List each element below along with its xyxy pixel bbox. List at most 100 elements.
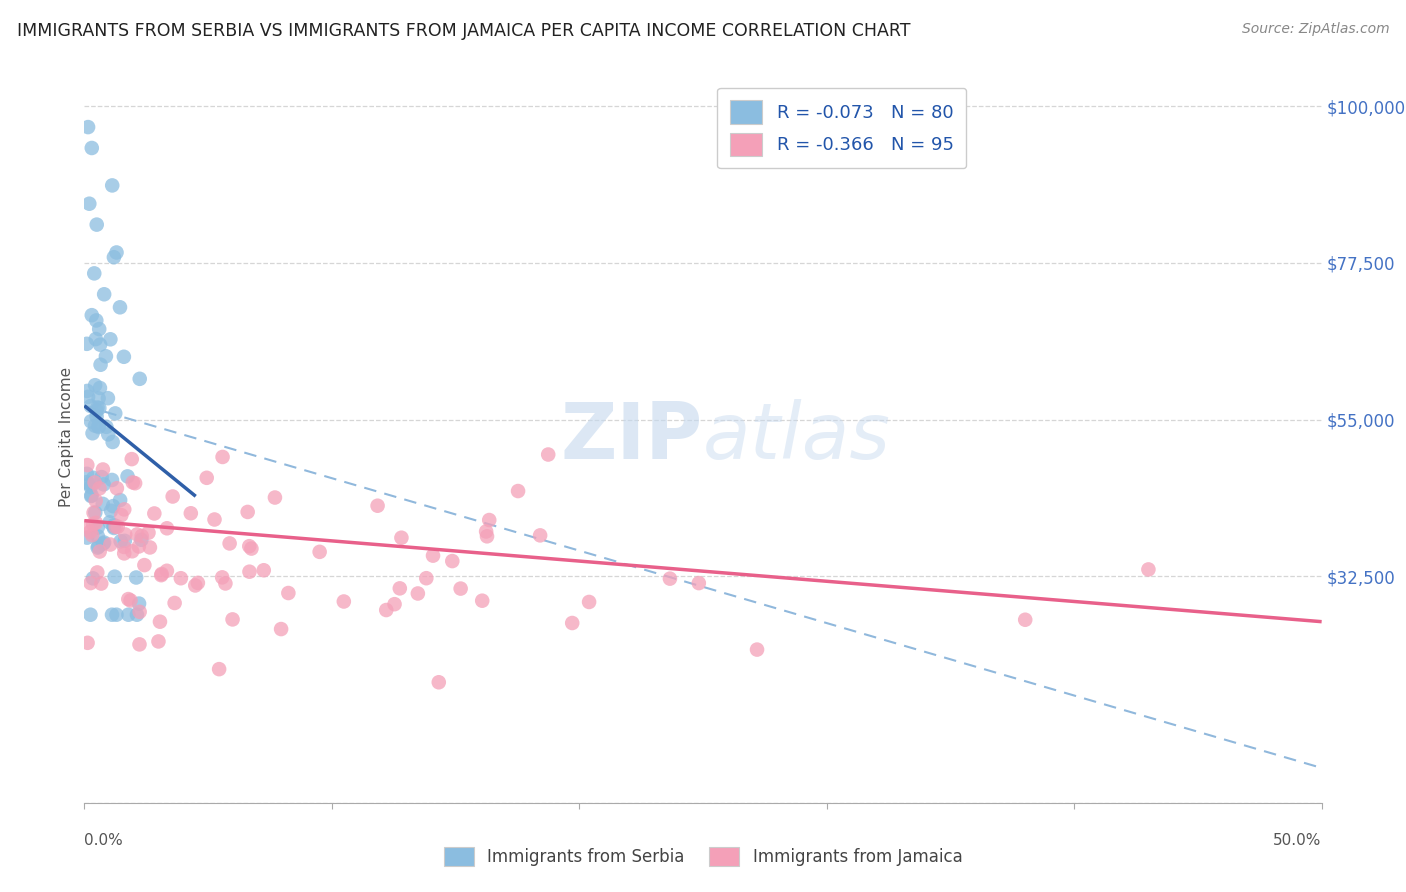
Point: [578, 595, 600, 609]
Point: [79, 607, 101, 622]
Point: [103, 518, 125, 533]
Point: [127, 527, 149, 541]
Point: [110, 508, 132, 523]
Point: [84, 418, 107, 433]
Point: [475, 524, 498, 539]
Point: [93, 535, 115, 549]
Point: [105, 245, 128, 260]
Point: [91, 462, 114, 476]
Point: [89, 322, 111, 336]
Point: [264, 491, 287, 505]
Point: [117, 607, 139, 622]
Point: [238, 565, 260, 579]
Point: [84, 493, 107, 508]
Point: [82, 517, 104, 532]
Point: [150, 566, 173, 581]
Point: [76, 336, 98, 351]
Text: 0.0%: 0.0%: [84, 833, 124, 848]
Point: [384, 597, 406, 611]
Point: [97, 427, 120, 442]
Point: [221, 612, 243, 626]
Point: [253, 563, 276, 577]
Point: [180, 506, 202, 520]
Point: [84, 332, 107, 346]
Point: [86, 566, 108, 580]
Point: [97, 391, 120, 405]
Point: [89, 381, 111, 395]
Point: [270, 622, 292, 636]
Point: [156, 564, 179, 578]
Point: [187, 575, 209, 590]
Point: [391, 531, 413, 545]
Point: [84, 516, 107, 530]
Point: [77, 390, 100, 404]
Point: [277, 586, 299, 600]
Point: [96, 419, 118, 434]
Point: [112, 546, 135, 560]
Point: [218, 536, 240, 550]
Legend: Immigrants from Serbia, Immigrants from Jamaica: Immigrants from Serbia, Immigrants from …: [437, 840, 969, 873]
Point: [112, 540, 135, 554]
Text: 50.0%: 50.0%: [1274, 833, 1322, 848]
Point: [87, 520, 110, 534]
Point: [125, 607, 148, 622]
Point: [104, 520, 127, 534]
Point: [108, 300, 131, 314]
Point: [79, 196, 101, 211]
Point: [117, 592, 139, 607]
Point: [76, 475, 98, 490]
Point: [333, 594, 356, 608]
Point: [204, 512, 226, 526]
Point: [105, 607, 128, 622]
Point: [138, 525, 160, 540]
Legend: R = -0.073   N = 80, R = -0.366   N = 95: R = -0.073 N = 80, R = -0.366 N = 95: [717, 87, 966, 169]
Point: [86, 401, 108, 415]
Point: [211, 570, 233, 584]
Point: [415, 571, 437, 585]
Point: [87, 540, 110, 554]
Point: [128, 605, 150, 619]
Point: [478, 513, 501, 527]
Point: [83, 475, 105, 490]
Point: [240, 541, 263, 556]
Point: [86, 541, 108, 555]
Point: [406, 586, 429, 600]
Point: [76, 531, 98, 545]
Text: IMMIGRANTS FROM SERBIA VS IMMIGRANTS FROM JAMAICA PER CAPITA INCOME CORRELATION : IMMIGRANTS FROM SERBIA VS IMMIGRANTS FRO…: [17, 22, 910, 40]
Point: [143, 507, 166, 521]
Point: [195, 471, 218, 485]
Point: [89, 482, 111, 496]
Point: [658, 572, 681, 586]
Point: [76, 458, 98, 472]
Point: [745, 642, 768, 657]
Text: atlas: atlas: [703, 399, 891, 475]
Point: [90, 576, 112, 591]
Point: [128, 372, 150, 386]
Point: [1014, 613, 1036, 627]
Point: [688, 576, 710, 591]
Point: [76, 636, 98, 650]
Point: [82, 471, 104, 485]
Point: [150, 568, 173, 582]
Point: [450, 582, 472, 596]
Point: [131, 529, 153, 543]
Point: [139, 541, 162, 555]
Point: [80, 141, 103, 155]
Point: [114, 527, 136, 541]
Point: [1137, 562, 1160, 576]
Point: [388, 582, 411, 596]
Point: [471, 593, 494, 607]
Point: [91, 536, 114, 550]
Point: [87, 529, 110, 543]
Point: [163, 596, 186, 610]
Point: [84, 378, 107, 392]
Point: [170, 571, 193, 585]
Point: [214, 576, 236, 591]
Point: [89, 544, 111, 558]
Point: [93, 477, 115, 491]
Point: [131, 533, 153, 547]
Point: [112, 350, 135, 364]
Point: [103, 521, 125, 535]
Y-axis label: Per Capita Income: Per Capita Income: [59, 367, 75, 508]
Point: [124, 476, 146, 491]
